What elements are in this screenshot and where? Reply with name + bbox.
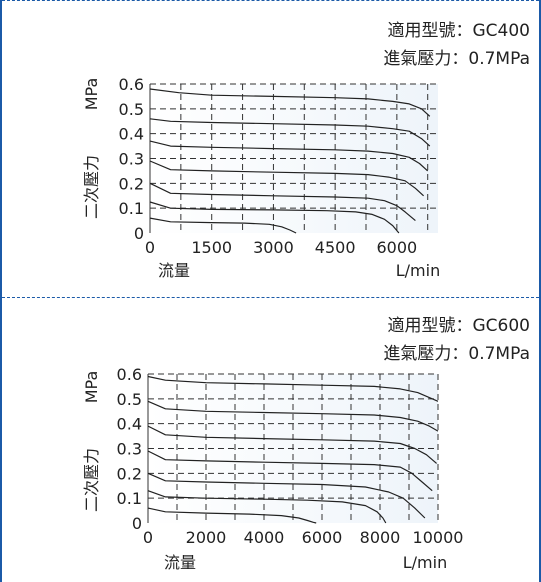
x-tick-label: 4000 bbox=[244, 528, 285, 547]
x-tick-label: 6000 bbox=[302, 528, 343, 547]
y-tick-label: 0.6 bbox=[117, 365, 142, 384]
x-tick-label: 8000 bbox=[360, 528, 401, 547]
x-axis-label: 流量 bbox=[158, 261, 190, 280]
series-line bbox=[149, 182, 416, 222]
y-tick-label: 0.1 bbox=[119, 199, 144, 218]
series-line bbox=[149, 88, 431, 117]
series-line bbox=[147, 507, 317, 524]
chart-gc600: 適用型號：GC600 進氣壓力：0.7MPa MPa 二次壓力 流量 L/min… bbox=[82, 316, 531, 572]
x-tick-label: 2000 bbox=[186, 528, 227, 547]
y-tick-label: 0 bbox=[134, 224, 144, 243]
middle-divider bbox=[2, 297, 539, 298]
x-unit-label: L/min bbox=[396, 261, 440, 280]
y-tick-label: 0.4 bbox=[117, 415, 142, 434]
chart-gc400: 適用型號：GC400 進氣壓力：0.7MPa MPa 二次壓力 流量 L/min… bbox=[82, 21, 531, 280]
x-tick-label: 10000 bbox=[413, 528, 464, 547]
y-tick-label: 0 bbox=[132, 514, 142, 533]
y-tick-label: 0.4 bbox=[119, 125, 144, 144]
series-line bbox=[147, 472, 426, 519]
series-line bbox=[149, 118, 431, 147]
y-tick-label: 0.2 bbox=[117, 464, 142, 483]
y-tick-label: 0.1 bbox=[117, 489, 142, 508]
series-line bbox=[149, 201, 400, 234]
x-axis-label: 流量 bbox=[164, 553, 196, 572]
model-label: 適用型號：GC400 bbox=[388, 21, 531, 41]
series-line bbox=[149, 140, 429, 172]
x-tick-label: 6000 bbox=[376, 238, 417, 257]
inlet-pressure-label: 進氣壓力：0.7MPa bbox=[383, 49, 530, 69]
top-divider bbox=[2, 0, 539, 1]
series-line bbox=[147, 400, 439, 432]
y-unit-label: MPa bbox=[82, 371, 101, 404]
series-line bbox=[149, 160, 425, 197]
x-tick-label: 3000 bbox=[253, 238, 294, 257]
x-tick-label: 4500 bbox=[315, 238, 356, 257]
series-line bbox=[147, 450, 433, 492]
series-line bbox=[147, 490, 387, 524]
y-axis-label: 二次壓力 bbox=[82, 155, 101, 219]
y-tick-label: 0.3 bbox=[119, 150, 144, 169]
y-tick-label: 0.5 bbox=[119, 100, 144, 119]
x-unit-label: L/min bbox=[403, 553, 447, 572]
y-axis-label: 二次壓力 bbox=[82, 448, 101, 512]
inlet-pressure-label: 進氣壓力：0.7MPa bbox=[383, 344, 530, 364]
y-tick-label: 0.2 bbox=[119, 174, 144, 193]
y-tick-label: 0.5 bbox=[117, 390, 142, 409]
x-tick-label: 1500 bbox=[191, 238, 232, 257]
series-line bbox=[147, 375, 439, 402]
x-tick-label: 0 bbox=[143, 528, 153, 547]
series-line bbox=[149, 217, 297, 234]
y-tick-label: 0.6 bbox=[119, 75, 144, 94]
series-line bbox=[147, 425, 437, 464]
x-tick-label: 0 bbox=[145, 238, 155, 257]
y-unit-label: MPa bbox=[82, 78, 101, 111]
model-label: 適用型號：GC600 bbox=[388, 316, 531, 336]
y-tick-label: 0.3 bbox=[117, 440, 142, 459]
